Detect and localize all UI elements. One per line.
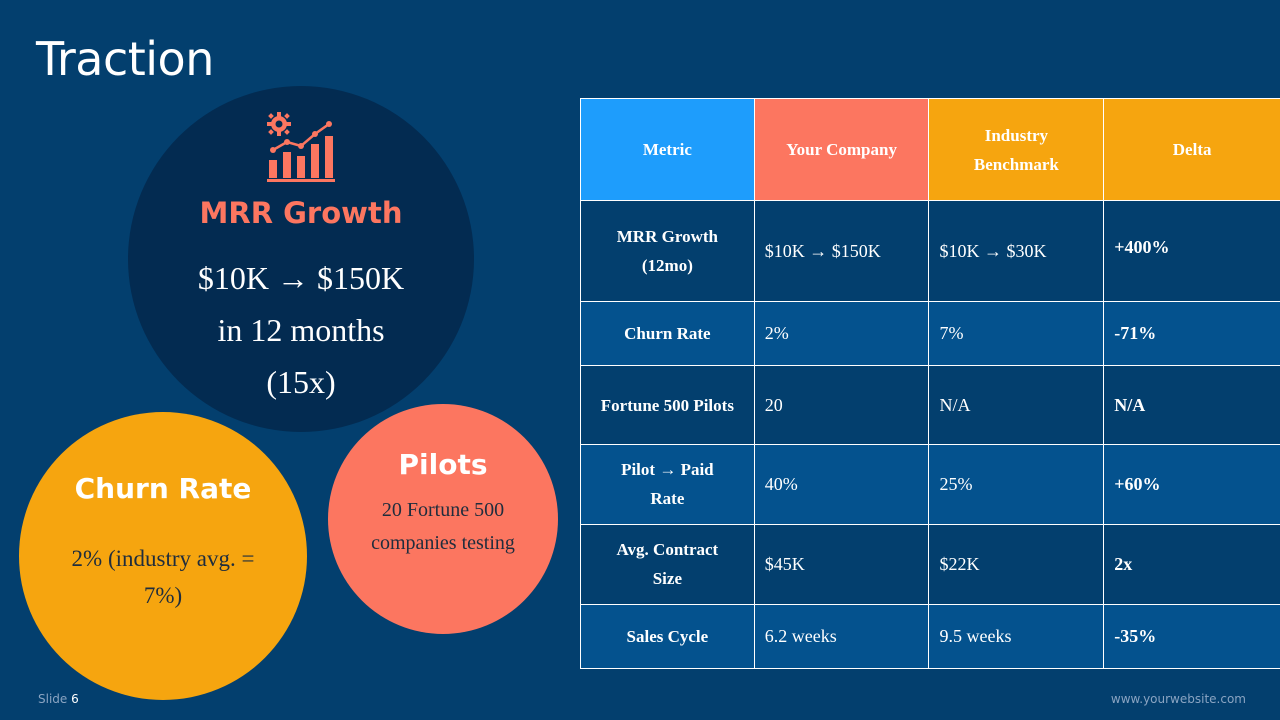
metric-line: Size: [652, 569, 682, 589]
metric-cell: Fortune 500 Pilots: [580, 365, 755, 445]
mrr-line: $10K → $150K: [197, 260, 405, 296]
pilots-title: Pilots: [398, 448, 488, 481]
delta-cell: -35%: [1103, 603, 1280, 670]
mrr-growth-circle: MRR Growth $10K → $150K in 12 months (15…: [128, 86, 474, 432]
metric-cell: Churn Rate: [580, 301, 755, 367]
metric-line: Rate: [650, 489, 685, 509]
header-delta: Delta: [1103, 97, 1280, 202]
growth-chart-gear-icon: [267, 112, 335, 182]
benchmark-cell: 9.5 weeks: [928, 603, 1105, 670]
delta-cell: +400%: [1103, 200, 1280, 303]
company-cell: 20: [753, 365, 930, 445]
benchmark-cell: N/A: [928, 365, 1105, 445]
churn-rate-title: Churn Rate: [74, 472, 252, 505]
metric-line: Avg. Contract: [616, 540, 719, 560]
churn-line: 7%): [143, 583, 183, 608]
company-cell: 6.2 weeks: [753, 603, 930, 670]
company-cell: $45K: [753, 523, 930, 605]
delta-cell: 2x: [1103, 523, 1280, 605]
metrics-table: Metric Your Company Industry Benchmark D…: [580, 97, 1280, 670]
company-cell: $10K → $150K: [753, 200, 930, 303]
pilots-text: 20 Fortune 500 companies testing: [350, 494, 536, 560]
metric-cell: MRR Growth (12mo): [580, 200, 755, 303]
metric-line: (12mo): [641, 256, 693, 276]
table-row: Sales Cycle 6.2 weeks 9.5 weeks -35%: [580, 603, 1280, 670]
slide-number: Slide 6: [38, 692, 79, 706]
mrr-line: in 12 months: [217, 312, 385, 348]
pilots-line: companies testing: [371, 532, 515, 554]
churn-line: 2% (industry avg. =: [71, 546, 255, 571]
delta-cell: -71%: [1103, 301, 1280, 367]
header-your-company: Your Company: [753, 97, 930, 202]
table-row: Avg. Contract Size $45K $22K 2x: [580, 523, 1280, 605]
header-bench-line: Industry: [984, 125, 1049, 145]
metric-cell: Pilot → Paid Rate: [580, 443, 755, 525]
website-url: www.yourwebsite.com: [1110, 692, 1246, 706]
metric-line: MRR Growth: [616, 227, 718, 247]
churn-rate-circle: Churn Rate 2% (industry avg. = 7%): [19, 412, 307, 700]
slide-label: Slide: [38, 692, 68, 706]
delta-cell: N/A: [1103, 365, 1280, 445]
metric-cell: Avg. Contract Size: [580, 523, 755, 605]
header-metric: Metric: [580, 97, 755, 202]
mrr-growth-text: $10K → $150K in 12 months (15x): [148, 252, 454, 408]
pilots-line: 20 Fortune 500: [381, 499, 505, 521]
benchmark-cell: $22K: [928, 523, 1105, 605]
table-header-row: Metric Your Company Industry Benchmark D…: [580, 97, 1280, 202]
header-industry-benchmark: Industry Benchmark: [928, 97, 1105, 202]
mrr-line: (15x): [266, 364, 336, 400]
company-cell: 2%: [753, 301, 930, 367]
pilots-circle: Pilots 20 Fortune 500 companies testing: [328, 404, 558, 634]
slide-number-value: 6: [71, 692, 79, 706]
table-row: Fortune 500 Pilots 20 N/A N/A: [580, 365, 1280, 445]
churn-rate-text: 2% (industry avg. = 7%): [55, 540, 271, 614]
table-row: MRR Growth (12mo) $10K → $150K $10K → $3…: [580, 200, 1280, 303]
benchmark-cell: 25%: [928, 443, 1105, 525]
metric-line: Pilot → Paid: [621, 460, 714, 480]
company-cell: 40%: [753, 443, 930, 525]
delta-cell: +60%: [1103, 443, 1280, 525]
header-bench-line: Benchmark: [973, 154, 1059, 174]
benchmark-cell: 7%: [928, 301, 1105, 367]
metric-cell: Sales Cycle: [580, 603, 755, 670]
table-row: Pilot → Paid Rate 40% 25% +60%: [580, 443, 1280, 525]
slide-title: Traction: [36, 32, 214, 86]
mrr-growth-title: MRR Growth: [199, 196, 403, 230]
table-row: Churn Rate 2% 7% -71%: [580, 301, 1280, 367]
benchmark-cell: $10K → $30K: [928, 200, 1105, 303]
